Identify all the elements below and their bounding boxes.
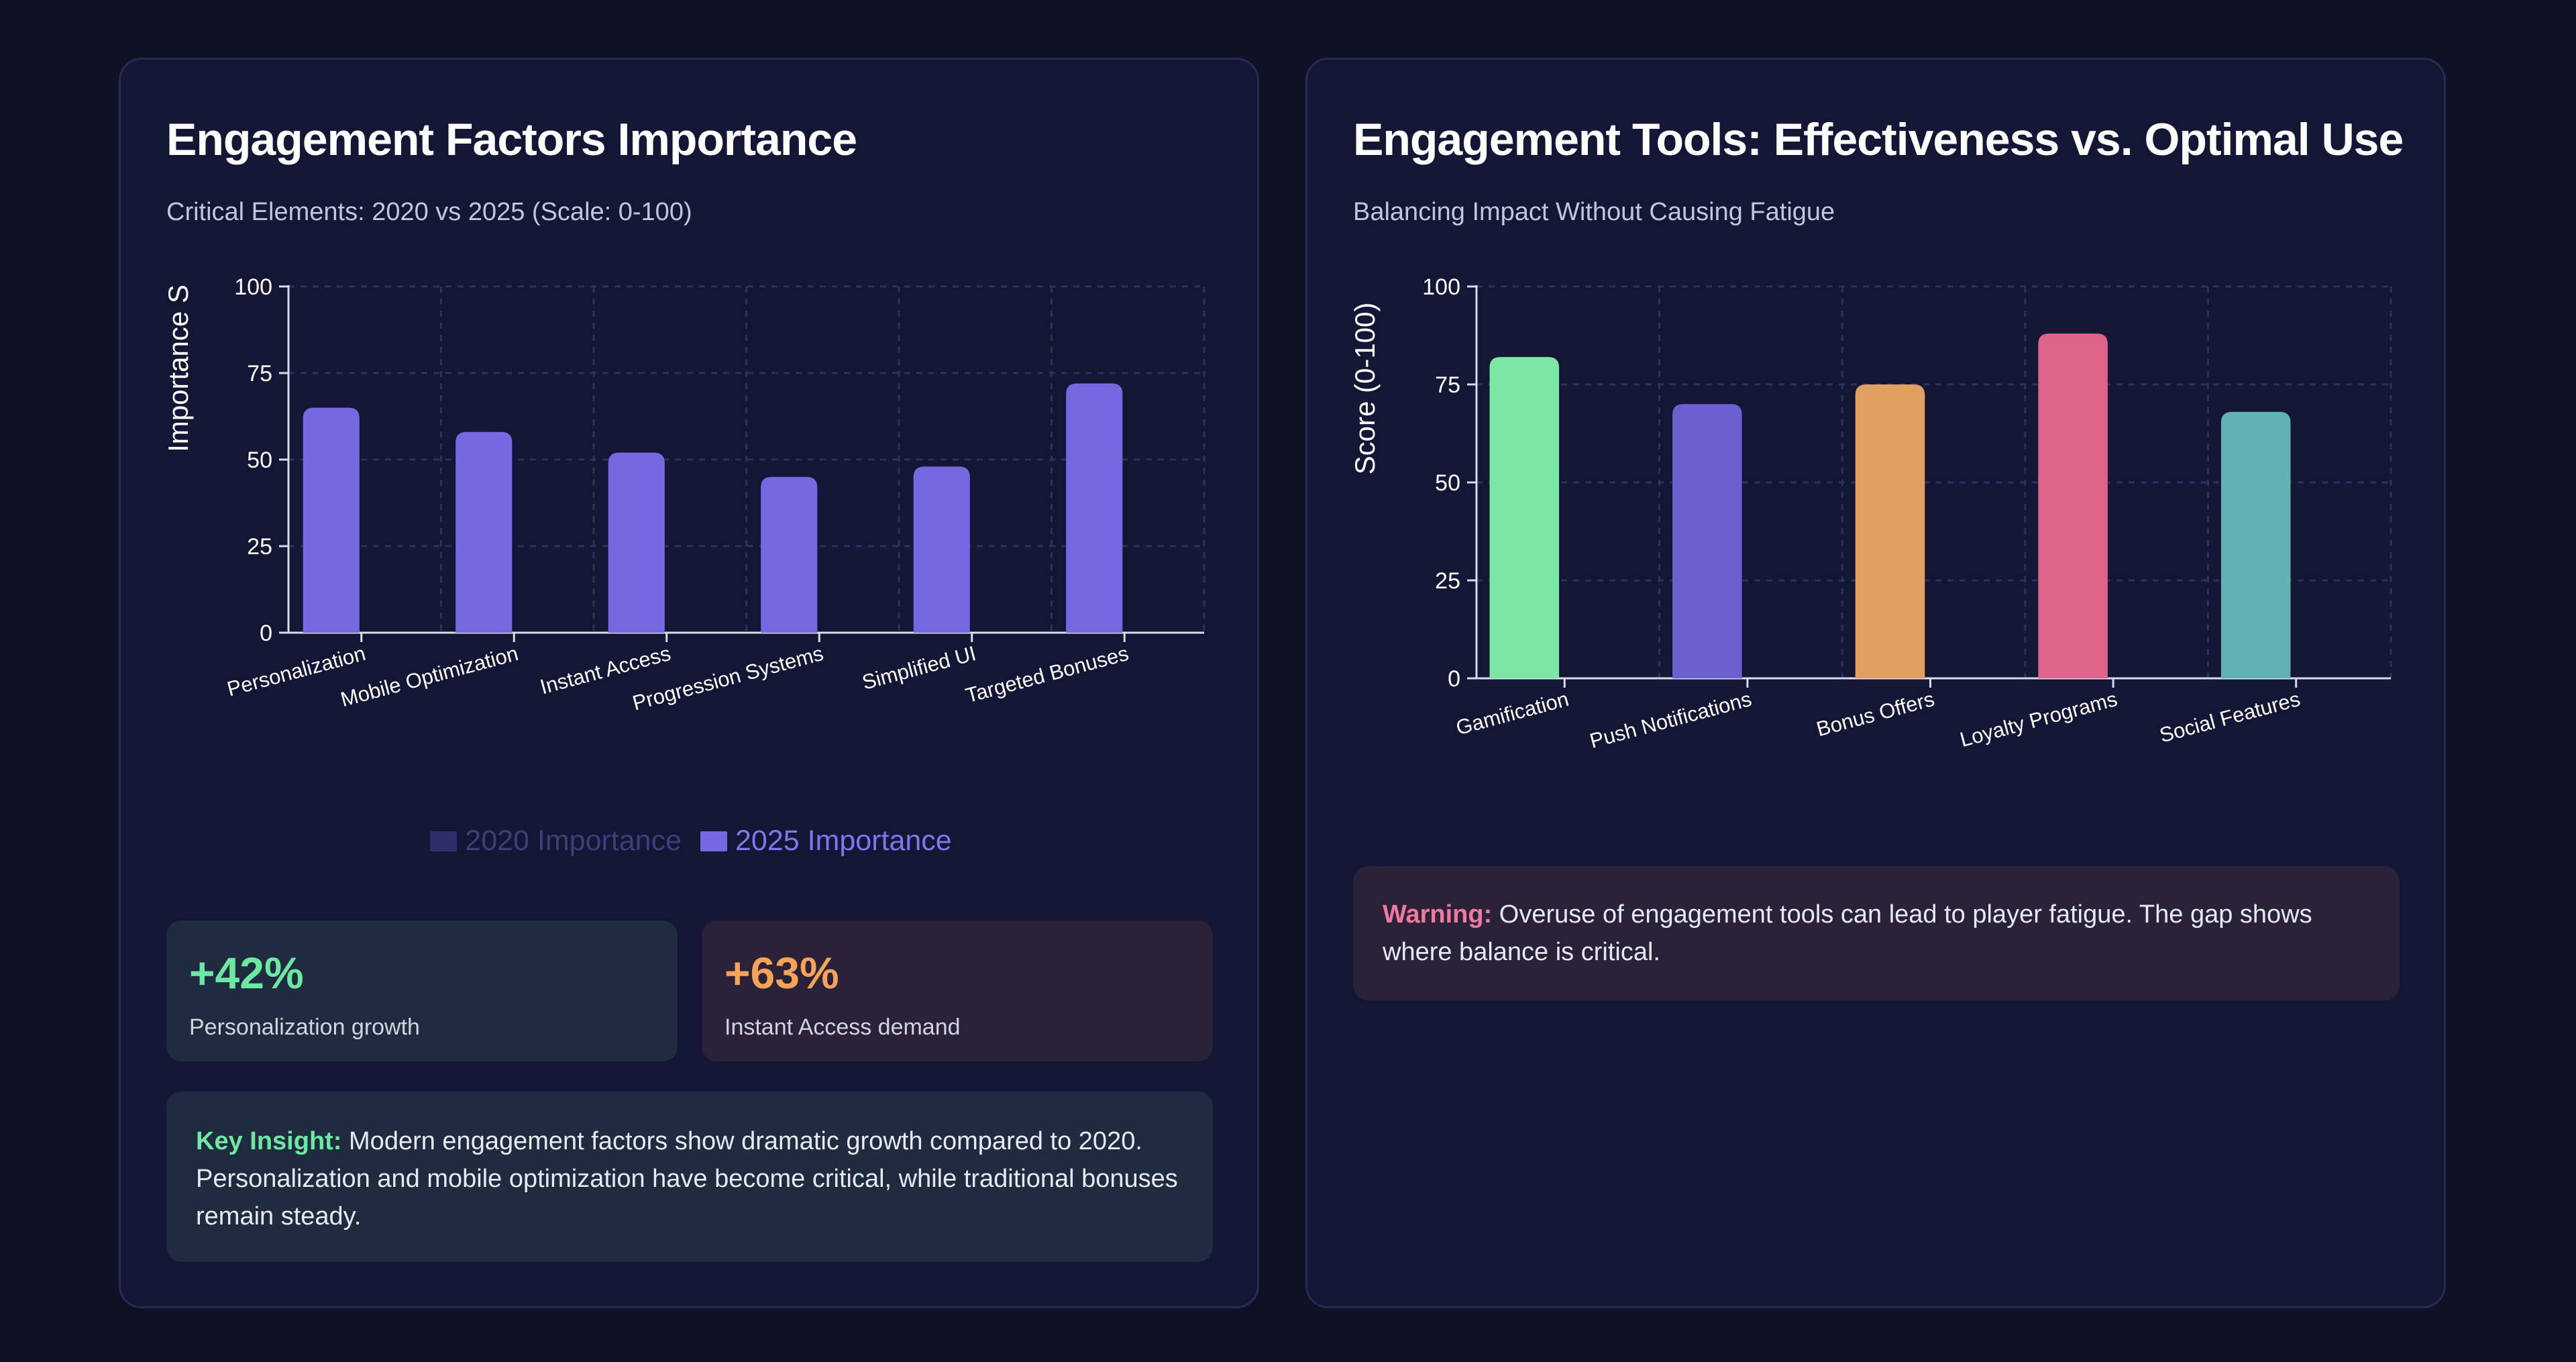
bar-bonus-offers <box>1855 384 1925 678</box>
personalization-growth-stat: +42% Personalization growth <box>166 921 678 1061</box>
y-tick-label: 25 <box>247 534 272 560</box>
bar-gamification <box>1489 357 1560 678</box>
x-tick-label: Gamification <box>1454 687 1571 739</box>
bar-loyalty-programs <box>2038 333 2108 679</box>
stat-value: +63% <box>724 948 839 998</box>
warning-text: Overuse of engagement tools can lead to … <box>1383 900 2312 966</box>
warning-box: Warning: Overuse of engagement tools can… <box>1353 866 2400 1000</box>
x-tick-label: Push Notifications <box>1587 687 1754 753</box>
x-tick-label: Bonus Offers <box>1814 687 1937 741</box>
y-axis-label: Score (0-100) <box>1349 303 1381 475</box>
instant-access-demand-stat: +63% Instant Access demand <box>702 921 1213 1061</box>
legend-label-2025: 2025 Importance <box>735 825 952 857</box>
x-tick-label: Social Features <box>2157 687 2302 747</box>
bar-mobile-optimization <box>455 431 513 633</box>
x-tick-label: Targeted Bonuses <box>963 641 1131 707</box>
y-tick-label: 0 <box>260 621 272 646</box>
x-tick-label: Mobile Optimization <box>338 641 521 711</box>
bar-progression-systems <box>761 476 818 633</box>
key-insight-box: Key Insight: Modern engagement factors s… <box>166 1092 1213 1262</box>
legend-item-2025[interactable]: 2025 Importance <box>700 825 952 857</box>
y-tick-label: 0 <box>1448 666 1460 692</box>
x-tick-label: Simplified UI <box>859 641 978 694</box>
legend-swatch-2025 <box>700 831 727 851</box>
y-tick-label: 75 <box>247 361 272 386</box>
engagement-tools-chart: 0 25 50 75 100 Score (0-100) Gamification Push … <box>1349 274 2392 753</box>
x-tick-label: Loyalty Programs <box>1957 687 2120 751</box>
legend-swatch-2020 <box>430 831 458 851</box>
card-subtitle: Critical Elements: 2020 vs 2025 (Scale: … <box>166 198 692 226</box>
bar-push-notifications <box>1672 404 1742 678</box>
chart-legend: 2020 Importance 2025 Importance <box>121 825 1261 857</box>
y-tick-label: 50 <box>1435 470 1460 496</box>
y-tick-label: 100 <box>1422 274 1460 300</box>
y-tick-label: 25 <box>1435 568 1460 594</box>
legend-item-2020[interactable]: 2020 Importance <box>430 825 682 857</box>
y-tick-label: 100 <box>234 274 272 300</box>
warning-label: Warning: <box>1383 900 1493 929</box>
card-title: Engagement Tools: Effectiveness vs. Opti… <box>1353 114 2404 165</box>
engagement-tools-card: Engagement Tools: Effectiveness vs. Opti… <box>1305 58 2446 1308</box>
y-tick-label: 75 <box>1435 372 1460 398</box>
y-axis-label: Importance S <box>162 284 194 452</box>
card-title: Engagement Factors Importance <box>166 114 857 165</box>
bar-simplified-ui <box>913 466 970 633</box>
insight-label: Key Insight: <box>196 1127 342 1155</box>
legend-label-2020: 2020 Importance <box>465 825 682 857</box>
bar-instant-access <box>608 452 665 633</box>
stat-label: Personalization growth <box>189 1014 420 1040</box>
card-subtitle: Balancing Impact Without Causing Fatigue <box>1353 198 1835 226</box>
y-tick-label: 50 <box>247 448 272 473</box>
bar-targeted-bonuses <box>1066 383 1123 633</box>
stat-value: +42% <box>189 948 304 998</box>
bar-social-features <box>2220 411 2291 678</box>
stat-label: Instant Access demand <box>724 1014 961 1040</box>
bar-personalization <box>303 407 360 633</box>
insight-text: Modern engagement factors show dramatic … <box>196 1127 1178 1230</box>
engagement-factors-card: Engagement Factors Importance Critical E… <box>119 58 1259 1308</box>
